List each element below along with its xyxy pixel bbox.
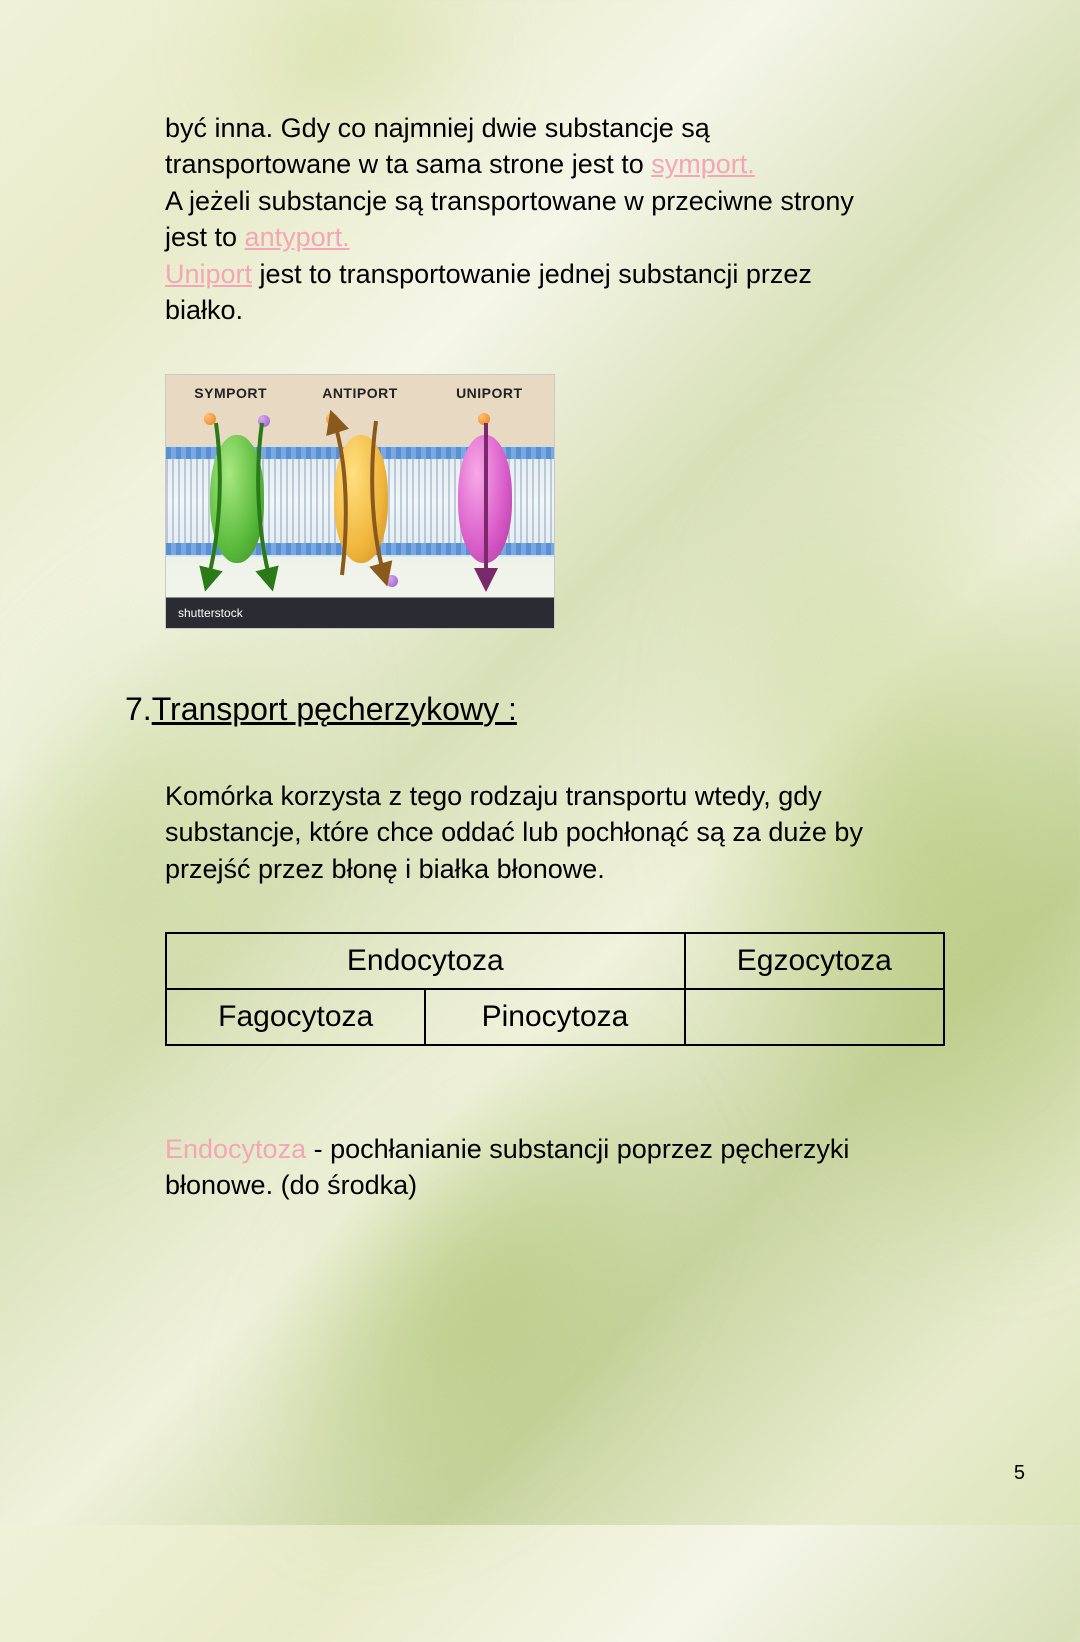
cell-egzocytoza: Egzocytoza — [685, 933, 944, 989]
molecule-icon — [258, 415, 270, 427]
molecule-icon — [326, 413, 338, 425]
label-uniport: UNIPORT — [425, 385, 554, 401]
text: - pochłanianie substancji poprzez pęcher… — [306, 1134, 849, 1164]
label-symport: SYMPORT — [166, 385, 295, 401]
term-symport: symport. — [651, 149, 755, 179]
page-number: 5 — [1014, 1462, 1025, 1485]
transport-diagram: SYMPORT ANTIPORT UNIPORT — [165, 374, 990, 629]
protein-antiport — [334, 435, 388, 563]
cytosis-table: Endocytoza Egzocytoza Fagocytoza Pinocyt… — [165, 932, 945, 1046]
text: transportowane w ta sama strone jest to — [165, 149, 651, 179]
protein-symport — [210, 435, 264, 563]
document-page: być inna. Gdy co najmniej dwie substancj… — [0, 0, 1080, 1525]
molecule-icon — [386, 575, 398, 587]
watermark-label: shutterstock — [178, 606, 243, 620]
table-row: Endocytoza Egzocytoza — [166, 933, 944, 989]
term-antyport: antyport. — [245, 222, 350, 252]
text: jest to transportowanie jednej substancj… — [252, 259, 812, 289]
intro-paragraph: być inna. Gdy co najmniej dwie substancj… — [165, 110, 990, 329]
table-row: Fagocytoza Pinocytoza — [166, 989, 944, 1045]
cell-fagocytoza: Fagocytoza — [166, 989, 425, 1045]
term-uniport: Uniport — [165, 259, 252, 289]
section-heading: 7.Transport pęcherzykowy : — [125, 691, 990, 728]
molecule-icon — [204, 413, 216, 425]
cell-pinocytoza: Pinocytoza — [425, 989, 684, 1045]
cell-endocytoza: Endocytoza — [166, 933, 685, 989]
heading-number: 7. — [125, 691, 152, 728]
molecule-icon — [478, 413, 490, 425]
heading-title: Transport pęcherzykowy : — [152, 691, 517, 727]
text: białko. — [165, 295, 243, 325]
text: błonowe. (do środka) — [165, 1170, 417, 1200]
label-antiport: ANTIPORT — [295, 385, 424, 401]
term-endocytoza: Endocytoza — [165, 1134, 306, 1164]
text: A jeżeli substancje są transportowane w … — [165, 186, 854, 216]
paragraph-3: Endocytoza - pochłanianie substancji pop… — [165, 1131, 990, 1204]
diagram-labels: SYMPORT ANTIPORT UNIPORT — [166, 385, 554, 401]
diagram-image: SYMPORT ANTIPORT UNIPORT — [165, 374, 555, 629]
protein-uniport — [458, 435, 512, 563]
text: Komórka korzysta z tego rodzaju transpor… — [165, 781, 822, 811]
text: być inna. Gdy co najmniej dwie substancj… — [165, 113, 710, 143]
text: jest to — [165, 222, 245, 252]
text: substancje, które chce oddać lub pochłon… — [165, 817, 863, 847]
text: przejść przez błonę i białka błonowe. — [165, 854, 605, 884]
cell-empty — [685, 989, 944, 1045]
paragraph-2: Komórka korzysta z tego rodzaju transpor… — [165, 778, 990, 887]
